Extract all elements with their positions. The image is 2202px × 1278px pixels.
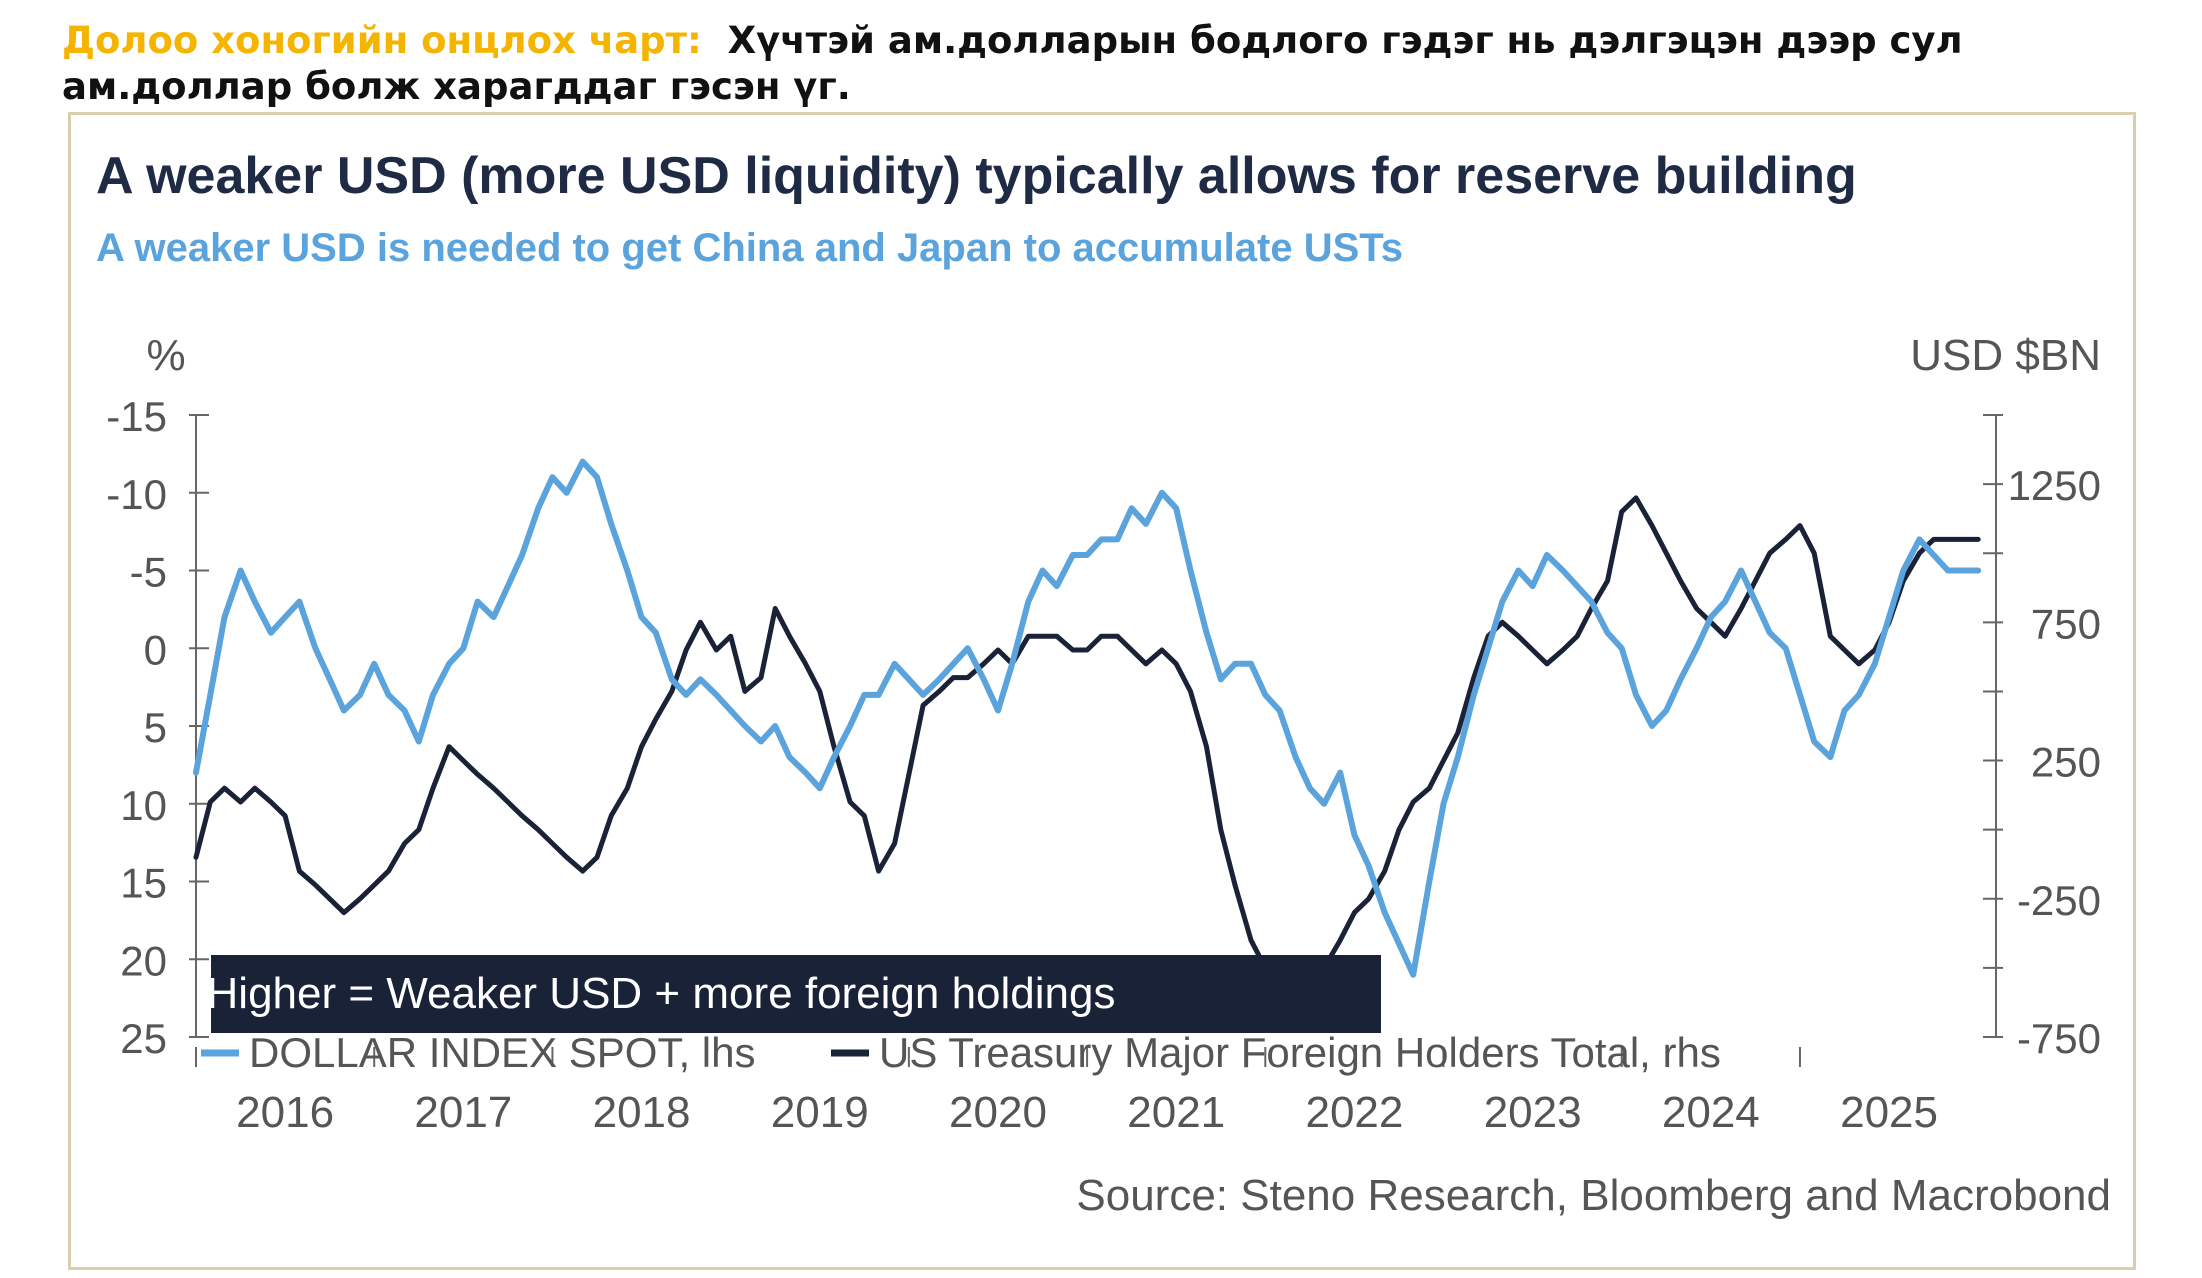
y-left-tick-label: 5 <box>144 704 167 751</box>
heading-text: Хүчтэй ам.долларын бодлого гэдэг нь дэлг… <box>62 19 1963 108</box>
x-tick-label: 2024 <box>1662 1088 1760 1137</box>
y-left-unit-label: % <box>146 331 185 380</box>
x-tick-label: 2018 <box>593 1088 691 1137</box>
chart-frame: A weaker USD (more USD liquidity) typica… <box>68 112 2136 1270</box>
y-left-tick-label: 0 <box>144 626 167 673</box>
y-right-tick-label: 1250 <box>2008 462 2101 509</box>
y-left-tick-label: 20 <box>120 937 167 984</box>
y-left-tick-label: 15 <box>120 860 167 907</box>
y-left-tick-label: 10 <box>120 782 167 829</box>
x-tick-label: 2019 <box>771 1088 869 1137</box>
x-tick-label: 2023 <box>1484 1088 1582 1137</box>
page-heading: Долоо хоногийн онцлох чарт: Хүчтэй ам.до… <box>62 18 2142 110</box>
legend-dollar-label: DOLLAR INDEX SPOT, lhs <box>249 1029 755 1076</box>
y-left-tick-label: -5 <box>130 549 167 596</box>
legend-treasury-label: US Treasury Major Foreign Holders Total,… <box>879 1029 1721 1076</box>
y-left-tick-label: -10 <box>106 471 167 518</box>
chart: A weaker USD (more USD liquidity) typica… <box>96 147 2111 1220</box>
annotation-box <box>211 955 1381 1033</box>
treasury-holdings-line <box>193 495 1981 985</box>
y-right-tick-label: -750 <box>2017 1015 2101 1062</box>
heading-tag: Долоо хоногийн онцлох чарт: <box>62 19 702 62</box>
x-tick-label: 2021 <box>1127 1088 1225 1137</box>
x-tick-label: 2020 <box>949 1088 1047 1137</box>
y-right-tick-label: 750 <box>2031 600 2101 647</box>
chart-title: A weaker USD (more USD liquidity) typica… <box>96 147 1857 205</box>
x-tick-label: 2022 <box>1305 1088 1403 1137</box>
chart-subtitle: A weaker USD is needed to get China and … <box>96 226 1403 270</box>
annotation-text: Higher = Weaker USD + more foreign holdi… <box>207 969 1116 1018</box>
x-tick-label: 2025 <box>1840 1088 1938 1137</box>
y-left-tick-label: 25 <box>120 1015 167 1062</box>
source-note: Source: Steno Research, Bloomberg and Ma… <box>1076 1171 2111 1220</box>
x-tick-label: 2016 <box>236 1088 334 1137</box>
y-right-tick-label: 250 <box>2031 739 2101 786</box>
y-right-unit-label: USD $BN <box>1910 331 2101 380</box>
y-right-tick-label: -250 <box>2017 877 2101 924</box>
y-left-tick-label: -15 <box>106 393 167 440</box>
dollar-index-line <box>193 458 1982 978</box>
x-tick-label: 2017 <box>414 1088 512 1137</box>
